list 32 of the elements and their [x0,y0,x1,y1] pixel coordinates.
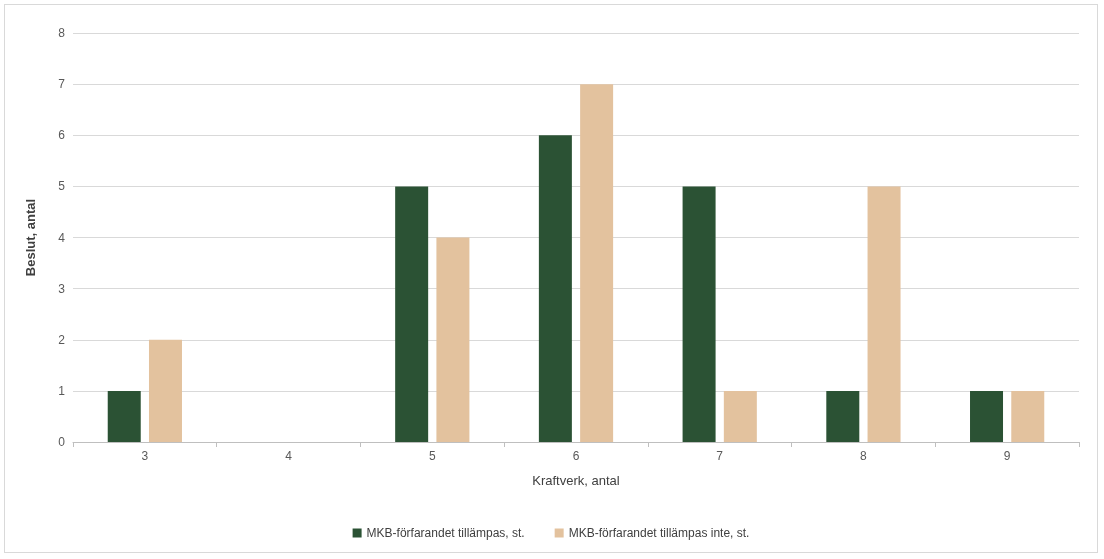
y-tick-label: 5 [58,179,66,194]
y-tick-label: 2 [58,332,66,347]
bar [867,186,901,442]
bar [970,390,1004,442]
x-axis-title: Kraftverk, antal [532,473,620,488]
legend-label: MKB-förfarandet tillämpas inte, st. [568,526,750,540]
x-tick-label: 9 [1003,449,1011,463]
y-axis-title: Beslut, antal [23,198,38,277]
bar [1011,390,1045,442]
y-tick-label: 7 [58,77,66,92]
bar [826,390,860,442]
bar [682,186,716,442]
bar [395,186,429,442]
y-tick-label: 6 [58,128,66,143]
y-tick-label: 4 [58,230,66,245]
bar [436,237,470,442]
x-tick-label: 6 [572,449,580,463]
x-tick-label: 8 [860,449,868,463]
x-tick-label: 3 [141,449,149,463]
y-tick-label: 3 [58,281,66,296]
legend-label: MKB-förfarandet tillämpas, st. [366,526,525,540]
x-tick-label: 5 [428,449,436,463]
x-tick-label: 4 [285,449,293,463]
bar [148,339,182,442]
y-tick-label: 8 [58,26,66,40]
bar [538,135,572,442]
bar [107,390,141,442]
x-tick-label: 7 [716,449,724,463]
bar [580,84,614,442]
y-tick-label: 1 [58,383,66,398]
bar [723,390,757,442]
y-tick-label: 0 [58,435,66,449]
